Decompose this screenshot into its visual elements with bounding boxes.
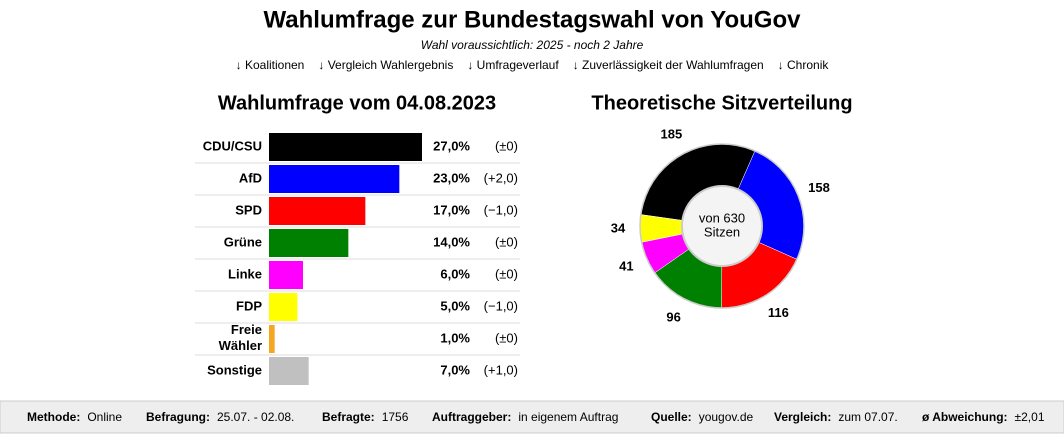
footer-label: Auftraggeber: xyxy=(432,410,511,424)
value-label: 23,0% xyxy=(433,170,470,185)
party-label[interactable]: Grüne xyxy=(224,234,262,249)
change-label: (−1,0) xyxy=(484,298,518,313)
nav-link[interactable]: ↓ Chronik xyxy=(778,58,830,72)
footer-value: zum 07.07. xyxy=(838,410,897,424)
bar-chart-title: Wahlumfrage vom 04.08.2023 xyxy=(218,92,496,114)
change-label: (−1,0) xyxy=(484,202,518,217)
footer-value: in eigenem Auftrag xyxy=(518,410,618,424)
footer-label: Befragte: xyxy=(322,410,375,424)
footer-label: Befragung: xyxy=(146,410,210,424)
value-label: 14,0% xyxy=(433,234,470,249)
nav-link[interactable]: ↓ Umfrageverlauf xyxy=(467,58,559,72)
center-label: Sitzen xyxy=(704,224,740,239)
seat-label: 185 xyxy=(661,127,683,142)
value-label: 5,0% xyxy=(440,298,470,313)
value-label: 17,0% xyxy=(433,202,470,217)
bar xyxy=(269,197,366,225)
donut-center xyxy=(681,185,763,267)
bar xyxy=(269,261,303,289)
change-label: (±0) xyxy=(495,138,518,153)
center-label: von 630 xyxy=(699,210,745,225)
value-label: 6,0% xyxy=(440,266,470,281)
seat-label: 116 xyxy=(768,305,789,320)
footer-value: 1756 xyxy=(382,410,409,424)
party-label[interactable]: Sonstige xyxy=(207,362,262,377)
change-label: (±0) xyxy=(495,234,518,249)
seat-label: 96 xyxy=(666,310,680,325)
subtitle: Wahl voraussichtlich: 2025 - noch 2 Jahr… xyxy=(421,38,644,52)
seat-label: 41 xyxy=(619,258,633,273)
bar xyxy=(269,133,422,161)
footer-value[interactable]: yougov.de xyxy=(699,410,754,424)
change-label: (+1,0) xyxy=(484,362,518,377)
change-label: (±0) xyxy=(495,330,518,345)
bar xyxy=(269,325,275,353)
nav-link[interactable]: ↓ Vergleich Wahlergebnis xyxy=(318,58,453,72)
nav-link[interactable]: ↓ Zuverlässigkeit der Wahlumfragen xyxy=(573,58,764,72)
value-label: 7,0% xyxy=(440,362,470,377)
footer-value: 25.07. - 02.08. xyxy=(217,410,294,424)
footer-value: ±2,01 xyxy=(1015,410,1045,424)
page-title: Wahlumfrage zur Bundestagswahl von YouGo… xyxy=(264,6,802,33)
bar xyxy=(269,229,349,257)
footer-value: Online xyxy=(87,410,122,424)
bar xyxy=(269,357,309,385)
seat-label: 158 xyxy=(808,180,830,195)
donut-outline xyxy=(639,143,805,309)
donut-chart-title: Theoretische Sitzverteilung xyxy=(591,92,852,114)
footer-label: Quelle: xyxy=(651,410,692,424)
footer-label: Methode: xyxy=(27,410,80,424)
value-label: 1,0% xyxy=(440,330,470,345)
value-label: 27,0% xyxy=(433,138,470,153)
footer-bar xyxy=(0,400,1064,434)
change-label: (±0) xyxy=(495,266,518,281)
party-label[interactable]: Linke xyxy=(228,266,262,281)
bar xyxy=(269,293,298,321)
nav-link[interactable]: ↓ Koalitionen xyxy=(236,58,305,72)
footer-label: Vergleich: xyxy=(774,410,831,424)
seat-label: 34 xyxy=(611,221,626,236)
party-label[interactable]: CDU/CSU xyxy=(203,138,262,153)
party-label[interactable]: FDP xyxy=(236,298,262,313)
footer-label: ø Abweichung: xyxy=(922,410,1008,424)
bar xyxy=(269,165,400,193)
change-label: (+2,0) xyxy=(484,170,518,185)
party-label[interactable]: AfD xyxy=(239,170,262,185)
party-label: Freie Wähler xyxy=(219,322,262,353)
party-label[interactable]: SPD xyxy=(235,202,262,217)
